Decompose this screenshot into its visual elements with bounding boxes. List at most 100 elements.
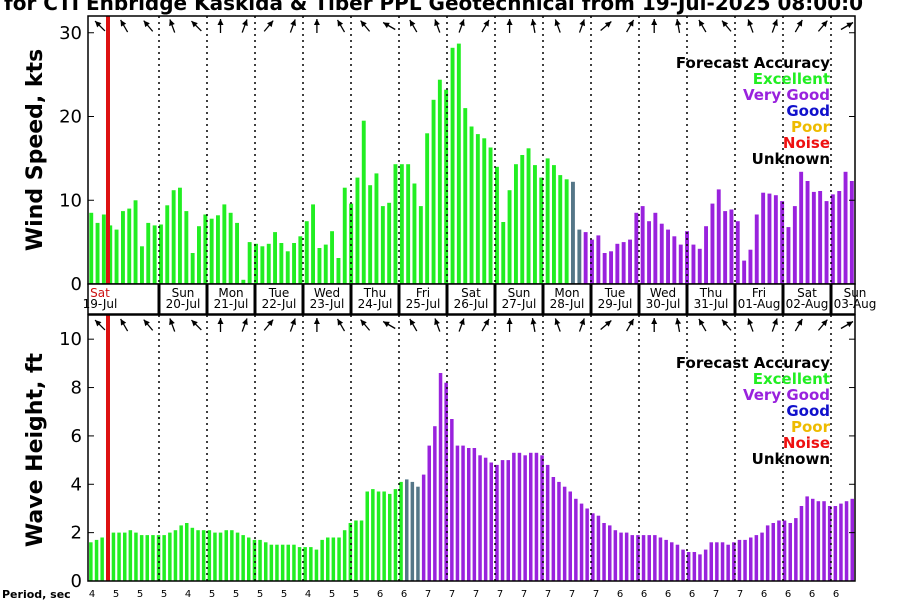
period-value: 7 <box>449 589 455 600</box>
wind-panel: 0 10 20 30 Wind Speed, kts Forecast Accurac… <box>23 15 856 295</box>
bar <box>108 225 113 284</box>
wave-y-ticks: 0 2 4 6 8 10 <box>59 329 855 592</box>
legend-entry: Unknown <box>752 150 830 168</box>
direction-arrow <box>506 19 513 33</box>
day-name: Sun <box>508 286 531 300</box>
y-tick-label: 10 <box>59 190 82 211</box>
direction-arrow <box>530 317 537 333</box>
bar <box>602 253 607 284</box>
bar <box>230 530 234 581</box>
bar <box>827 506 832 581</box>
direction-arrow <box>698 19 707 33</box>
period-value: 6 <box>809 589 815 600</box>
bar <box>247 242 252 284</box>
bar <box>545 158 550 284</box>
bar <box>811 498 815 581</box>
day-name: Wed <box>314 286 340 300</box>
bar <box>562 486 567 581</box>
bar <box>659 223 664 284</box>
bar <box>478 455 482 581</box>
bar <box>624 532 629 581</box>
bar <box>540 455 544 581</box>
bar <box>704 226 708 284</box>
bar <box>111 532 116 581</box>
direction-arrow <box>458 19 465 33</box>
direction-arrow <box>217 318 224 332</box>
bar <box>380 206 385 284</box>
period-value: 7 <box>497 589 503 600</box>
bar <box>405 479 409 581</box>
direction-arrow <box>120 318 129 332</box>
bar <box>128 530 133 581</box>
direction-arrow <box>313 19 320 33</box>
day-date: 30-Jul <box>646 297 681 311</box>
period-value: 5 <box>353 589 359 600</box>
bar <box>159 224 163 284</box>
period-value: 5 <box>281 589 287 600</box>
bar <box>89 212 94 284</box>
legend-entry: Very Good <box>743 386 830 404</box>
bar <box>520 155 525 284</box>
bar <box>258 539 262 581</box>
y-tick-label: 20 <box>59 107 82 128</box>
bar <box>574 498 578 581</box>
bar <box>298 236 303 284</box>
bar <box>433 426 437 581</box>
direction-arrow <box>169 19 176 33</box>
direction-arrow <box>190 20 202 32</box>
bar <box>228 212 233 284</box>
direction-arrow <box>434 19 441 33</box>
bar <box>273 232 277 284</box>
bar <box>326 537 330 581</box>
bar <box>844 501 849 581</box>
y-tick-label: 2 <box>71 523 82 544</box>
bar <box>178 187 182 284</box>
direction-arrow <box>817 319 828 331</box>
bar <box>371 489 375 581</box>
period-value: 6 <box>785 589 791 600</box>
bar <box>95 222 100 284</box>
bar <box>799 506 804 581</box>
bar <box>241 279 246 284</box>
day-date: 26-Jul <box>454 297 489 311</box>
bar <box>558 175 563 284</box>
period-value: 7 <box>713 589 719 600</box>
bar <box>297 547 302 581</box>
bar <box>241 535 245 581</box>
bar <box>830 194 835 284</box>
bar <box>805 496 809 581</box>
bar <box>488 147 493 284</box>
bar <box>421 474 426 581</box>
bar <box>539 177 544 284</box>
bar <box>794 518 798 581</box>
bar <box>822 501 826 581</box>
bar <box>849 181 854 284</box>
direction-arrow <box>434 318 441 332</box>
bar <box>640 206 645 284</box>
wind-y-ticks: 0 10 20 30 <box>59 23 855 295</box>
day-name: Tue <box>604 286 626 300</box>
bar <box>162 535 166 581</box>
bar <box>317 248 322 284</box>
bar <box>619 532 623 581</box>
day-name: Sun <box>172 286 195 300</box>
direction-arrow <box>600 21 612 31</box>
bar <box>557 481 561 581</box>
bar <box>475 134 480 284</box>
bar <box>311 204 315 284</box>
bar <box>526 148 531 284</box>
bar <box>275 544 279 581</box>
bar <box>393 489 398 581</box>
wave-plot-frame <box>87 314 856 582</box>
bar <box>314 549 319 581</box>
bar <box>799 171 804 284</box>
bar <box>495 464 499 581</box>
bar <box>675 544 680 581</box>
bar <box>613 530 618 581</box>
bar <box>833 506 838 581</box>
direction-arrow <box>651 318 658 332</box>
bar <box>444 89 449 284</box>
period-value: 4 <box>305 589 311 600</box>
bar <box>89 542 93 581</box>
